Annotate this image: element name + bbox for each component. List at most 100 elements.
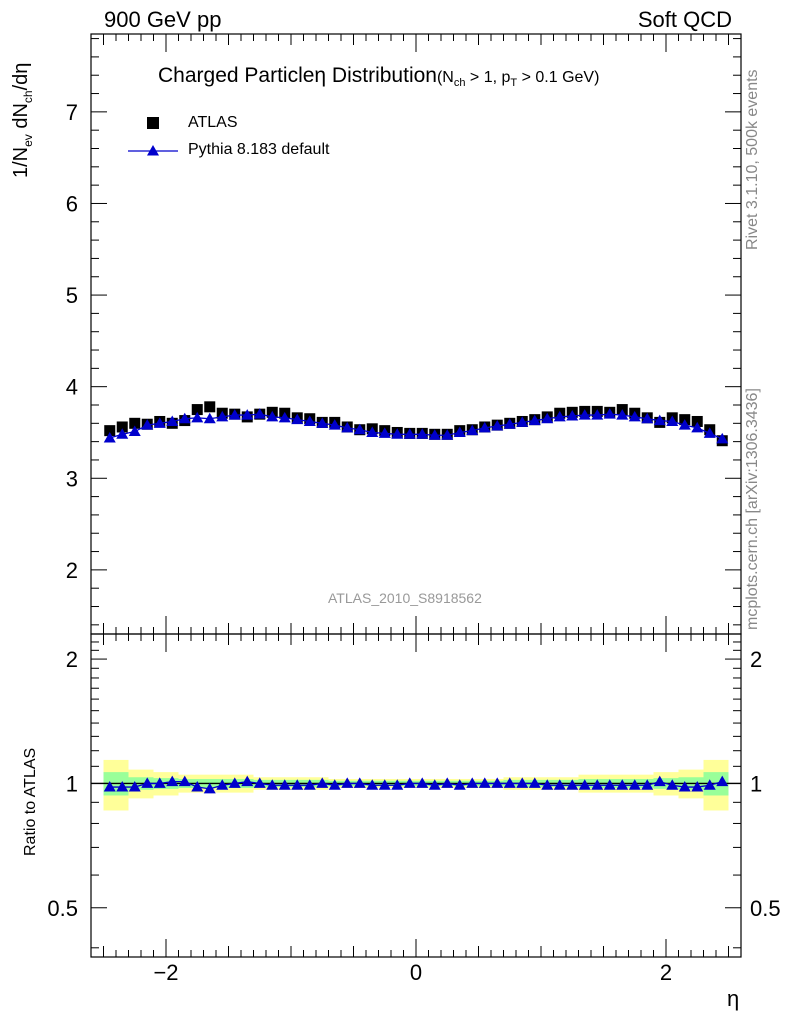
ratio-pythia-point bbox=[416, 777, 429, 788]
ratio-tick-label-left: 0.5 bbox=[47, 896, 78, 921]
legend-marker-atlas bbox=[147, 117, 159, 129]
ratio-pythia-point bbox=[628, 779, 641, 790]
x-tick-label: −2 bbox=[153, 960, 178, 985]
tick-labels: 2 3 4 5 6 7 0.5 0.5 1 1 2 2 −2 0 2 bbox=[47, 100, 780, 985]
ratio-axis-label: Ratio to ATLAS bbox=[22, 747, 39, 856]
plot-frames bbox=[90, 33, 742, 958]
legend-marker-pythia bbox=[147, 145, 159, 156]
ratio-pythia-point bbox=[353, 777, 366, 788]
pythia-point bbox=[228, 409, 241, 420]
side-text-top: Rivet 3.1.10, 500k events bbox=[744, 69, 761, 250]
atlas-point bbox=[204, 401, 216, 413]
pythia-point bbox=[528, 414, 541, 426]
side-text-bottom: mcplots.cern.ch [arXiv:1306.3436] bbox=[744, 388, 761, 630]
ratio-pythia-point bbox=[453, 779, 466, 790]
pythia-point bbox=[278, 411, 291, 423]
pythia-point bbox=[241, 409, 254, 420]
pythia-point bbox=[378, 427, 391, 438]
pythia-point bbox=[328, 419, 341, 430]
ratio-pythia-point bbox=[253, 777, 266, 788]
ratio-pythia-point bbox=[203, 782, 216, 794]
ratio-tick-label-right: 0.5 bbox=[750, 896, 781, 921]
pythia-point bbox=[178, 412, 191, 424]
atlas-point bbox=[191, 404, 203, 416]
ratio-pythia-point bbox=[316, 777, 329, 788]
pythia-point bbox=[416, 428, 429, 439]
legend-label-pythia: Pythia 8.183 default bbox=[188, 141, 330, 158]
ratio-pythia-point bbox=[328, 779, 341, 790]
ratio-pythia-point bbox=[703, 779, 716, 790]
ratio-pythia-point bbox=[653, 775, 666, 787]
y-tick-label: 4 bbox=[66, 375, 78, 400]
ratio-pythia-point bbox=[291, 779, 304, 790]
ratio-pythia-point bbox=[678, 781, 691, 792]
pythia-point bbox=[253, 408, 266, 419]
legend-marks bbox=[128, 117, 178, 156]
ratio-pythia-point bbox=[166, 775, 179, 787]
ratio-pythia-point bbox=[441, 777, 454, 788]
ratio-pythia-point bbox=[516, 777, 529, 788]
pythia-point bbox=[453, 426, 466, 437]
ratio-pythia-point bbox=[591, 779, 604, 790]
pythia-point bbox=[141, 419, 154, 430]
ratio-pythia-point bbox=[116, 781, 129, 792]
pythia-point bbox=[478, 421, 491, 433]
pythia-point bbox=[341, 421, 354, 433]
data-marks bbox=[103, 401, 729, 794]
ratio-pythia-point bbox=[341, 777, 354, 788]
ratio-pythia-point bbox=[466, 777, 479, 788]
pythia-point bbox=[191, 411, 204, 423]
pythia-point bbox=[716, 432, 729, 444]
ratio-pythia-point bbox=[553, 779, 566, 790]
y-axis-label: 1/Nev dNch/dη bbox=[10, 62, 35, 178]
x-tick-label: 0 bbox=[410, 960, 422, 985]
pythia-point bbox=[391, 428, 404, 439]
ratio-pythia-point bbox=[403, 777, 416, 788]
x-tick-label: 2 bbox=[660, 960, 672, 985]
ratio-pythia-point bbox=[303, 779, 316, 790]
ratio-pythia-point bbox=[616, 779, 629, 790]
ratio-pythia-point bbox=[603, 779, 616, 790]
ratio-pythia-point bbox=[478, 777, 491, 788]
pythia-point bbox=[616, 409, 629, 420]
ratio-pythia-point bbox=[216, 779, 229, 790]
ratio-pythia-point bbox=[428, 779, 441, 790]
ratio-pythia-point bbox=[153, 777, 166, 788]
ratio-pythia-point bbox=[503, 777, 516, 788]
atlas-point bbox=[104, 425, 116, 437]
pythia-point bbox=[153, 417, 166, 428]
axis-ticks bbox=[90, 34, 742, 957]
pythia-point bbox=[216, 410, 229, 422]
pythia-point bbox=[316, 417, 329, 428]
ratio-pythia-point bbox=[103, 781, 116, 792]
ratio-pythia-point bbox=[566, 779, 579, 790]
header-right: Soft QCD bbox=[637, 7, 732, 32]
ratio-pythia-point bbox=[241, 775, 254, 787]
ratio-pythia-point bbox=[191, 781, 204, 792]
pythia-point bbox=[578, 409, 591, 420]
pythia-point bbox=[503, 418, 516, 429]
pythia-point bbox=[678, 419, 691, 430]
ratio-pythia-point bbox=[491, 777, 504, 788]
ratio-pythia-point bbox=[278, 779, 291, 790]
analysis-watermark: ATLAS_2010_S8918562 bbox=[328, 590, 482, 606]
ratio-tick-label-right: 1 bbox=[750, 771, 762, 796]
pythia-point bbox=[103, 431, 116, 443]
x-axis-label: η bbox=[727, 986, 740, 1011]
ratio-pythia-point bbox=[541, 779, 554, 790]
pythia-point bbox=[553, 410, 566, 422]
pythia-point bbox=[516, 416, 529, 427]
pythia-point bbox=[403, 428, 416, 439]
ratio-pythia-point bbox=[528, 777, 541, 788]
ratio-tick-label-right: 2 bbox=[750, 647, 762, 672]
pythia-point bbox=[166, 415, 179, 426]
y-tick-label: 5 bbox=[66, 283, 78, 308]
ratio-tick-label-left: 2 bbox=[66, 647, 78, 672]
pythia-point bbox=[691, 421, 704, 433]
y-tick-label: 3 bbox=[66, 466, 78, 491]
pythia-point bbox=[491, 420, 504, 431]
ratio-pythia-point bbox=[641, 779, 654, 790]
pythia-point bbox=[541, 412, 554, 424]
atlas-point bbox=[129, 417, 141, 429]
